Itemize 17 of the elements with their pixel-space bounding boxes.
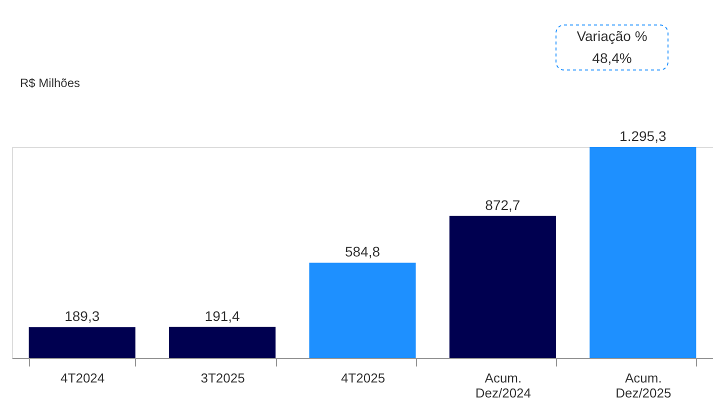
bar	[309, 262, 416, 358]
bar	[28, 327, 136, 358]
data-label: 584,8	[344, 244, 380, 260]
x-tick-label: Acum. Dez/2024	[475, 370, 532, 400]
data-label: 189,3	[64, 308, 100, 324]
bar	[169, 326, 276, 358]
x-tick-label: 3T2025	[200, 370, 245, 386]
data-label: 1.295,3	[620, 128, 666, 144]
y-axis-title: R$ Milhões	[20, 76, 80, 90]
data-label: 191,4	[204, 308, 240, 324]
text: Variação % 48,4%	[576, 28, 648, 66]
x-tick-label: 4T2024	[60, 370, 105, 386]
x-tick-label: 4T2025	[340, 370, 386, 386]
data-label: 872,7	[485, 196, 520, 213]
bar	[590, 147, 696, 358]
bar	[449, 216, 556, 358]
x-tick-label: Acum. Dez/2025	[616, 370, 672, 400]
